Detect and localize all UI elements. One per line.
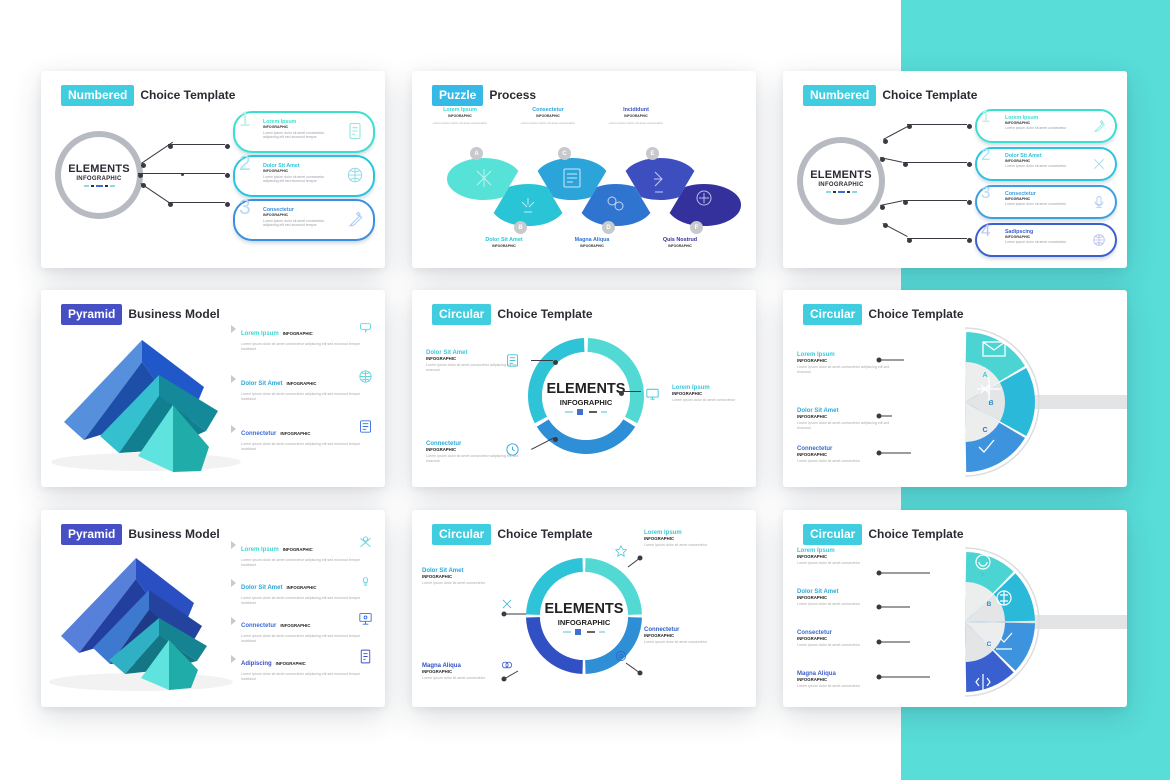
svg-text:ELEMENTS: ELEMENTS [545,601,624,617]
svg-text:C: C [982,427,987,434]
svg-text:ELEMENTS: ELEMENTS [547,381,626,397]
svg-text:B: B [988,400,993,407]
svg-text:B: B [987,601,992,608]
svg-text:A: A [982,372,987,379]
svg-text:INFOGRAPHIC: INFOGRAPHIC [560,398,613,407]
svg-text:D: D [981,668,986,675]
svg-text:INFOGRAPHIC: INFOGRAPHIC [558,618,611,627]
svg-text:A: A [981,572,986,579]
svg-text:C: C [987,641,992,648]
